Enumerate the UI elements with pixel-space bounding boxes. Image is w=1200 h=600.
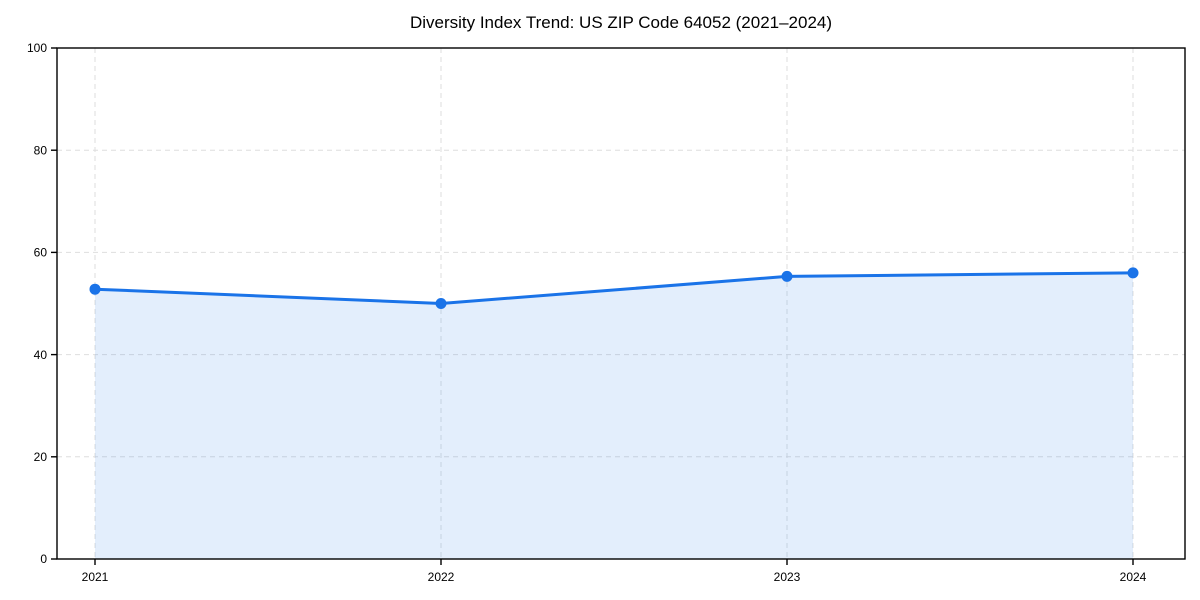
y-tick-label: 80 [34, 143, 48, 157]
data-point-marker [435, 298, 447, 309]
x-tick-label: 2022 [428, 570, 455, 584]
data-point-marker [1127, 267, 1139, 279]
y-tick-label: 20 [34, 450, 48, 464]
y-tick-label: 0 [40, 552, 47, 566]
trend-line [93, 271, 1135, 305]
y-tick-label: 100 [27, 41, 47, 55]
y-tick-label: 60 [34, 246, 48, 260]
area-fill [95, 272, 1133, 559]
plot-border [56, 47, 1186, 560]
x-tick-label: 2024 [1120, 570, 1147, 584]
chart-title: Diversity Index Trend: US ZIP Code 64052… [409, 13, 833, 32]
data-point-marker [781, 270, 793, 282]
data-point-marker [89, 283, 101, 295]
y-tick-label: 40 [34, 348, 48, 362]
x-tick-label: 2021 [82, 570, 109, 584]
x-tick-label: 2023 [774, 570, 801, 584]
